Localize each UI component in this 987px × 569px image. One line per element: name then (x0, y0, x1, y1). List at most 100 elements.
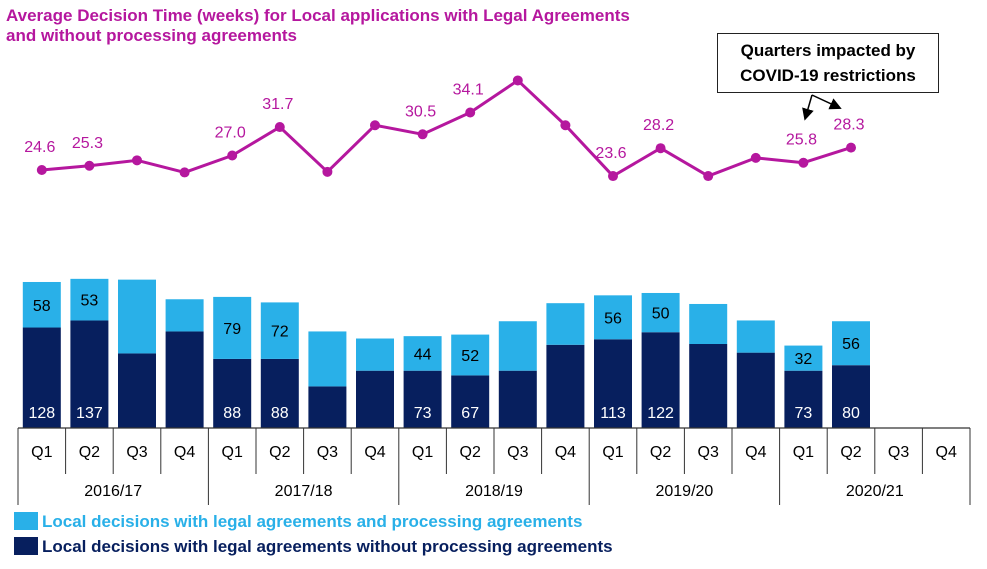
bar-dark (70, 320, 109, 428)
bar-dark (498, 370, 537, 428)
line-point (322, 166, 333, 177)
bar-dark-label: 122 (647, 405, 674, 422)
line-point-label: 34.1 (453, 82, 484, 99)
callout-arrow-q2 (811, 94, 842, 110)
quarter-label: Q3 (126, 444, 147, 461)
line-point (370, 120, 380, 131)
line-point-label: 23.6 (595, 145, 626, 162)
quarter-label: Q3 (507, 444, 528, 461)
bar-dark-label: 67 (461, 405, 479, 422)
line-point-label: 30.5 (405, 103, 436, 120)
bar-dark (308, 386, 347, 428)
bar-dark (260, 358, 299, 428)
bar-light (165, 299, 204, 332)
bar-light (689, 303, 728, 345)
callout-arrow-q1 (802, 94, 814, 121)
line-point (179, 167, 190, 178)
bar-dark-label: 73 (414, 405, 432, 422)
bar-light (22, 281, 61, 328)
line-point-label: 24.6 (24, 139, 55, 156)
line-point (274, 122, 285, 133)
line-point (227, 150, 238, 161)
line-point (132, 155, 142, 166)
callout-line-2: COVID-19 restrictions (740, 66, 916, 85)
quarter-label: Q1 (31, 444, 52, 461)
bar-light-label: 44 (414, 346, 432, 363)
line-point-label: 25.8 (786, 132, 817, 149)
legend-item-dark: Local decisions with legal agreements wi… (14, 537, 613, 557)
bar-dark (451, 375, 490, 428)
line-point-label: 28.3 (833, 117, 864, 134)
legend-swatch-dark (14, 537, 38, 555)
quarter-label: Q2 (79, 444, 100, 461)
year-label: 2017/18 (275, 483, 333, 500)
line-point (608, 171, 618, 182)
bar-light (641, 292, 680, 333)
bar-dark-label: 137 (76, 405, 103, 422)
bar-light (308, 331, 347, 387)
line-point (655, 143, 666, 154)
line-point (846, 142, 856, 153)
bar-light (260, 302, 299, 359)
callout-arrows (802, 94, 842, 121)
quarter-label: Q2 (650, 444, 671, 461)
bar-dark-label: 73 (795, 405, 813, 422)
bar-dark-label: 88 (271, 405, 289, 422)
bar-light-label: 58 (33, 298, 51, 315)
quarter-label: Q3 (888, 444, 909, 461)
bar-light (498, 321, 537, 371)
bar-light (451, 334, 490, 376)
line-point (798, 157, 809, 168)
quarter-label: Q4 (555, 444, 576, 461)
bar-light (70, 278, 109, 321)
bar-light-label: 53 (81, 293, 99, 310)
bar-light (784, 345, 823, 371)
bar-dark (213, 358, 252, 428)
quarter-label: Q1 (222, 444, 243, 461)
line-point (703, 171, 714, 182)
year-label: 2018/19 (465, 483, 523, 500)
legend-item-light: Local decisions with legal agreements an… (14, 512, 582, 532)
line-point (560, 120, 571, 131)
bar-light (356, 338, 394, 371)
bar-dark (784, 370, 823, 428)
chart-title: Average Decision Time (weeks) for Local … (6, 6, 726, 46)
chart-title-line-2: and without processing agreements (6, 26, 297, 45)
bar-dark (689, 344, 728, 428)
quarter-label: Q1 (412, 444, 433, 461)
line-point-label: 25.3 (72, 135, 103, 152)
bar-dark-label: 128 (28, 405, 55, 422)
bar-light-label: 56 (842, 336, 860, 353)
line-point-label: 31.7 (262, 96, 293, 113)
bar-dark (594, 339, 632, 428)
legend-label-light: Local decisions with legal agreements an… (42, 512, 583, 531)
bar-dark-label: 88 (223, 405, 241, 422)
bar-dark (165, 331, 204, 428)
line-layer: 24.6 25.3 27.0 31.7 30.5 34.1 23.6 28.2 25.8 28.3 (24, 75, 865, 182)
line-point (36, 165, 47, 175)
line-point-label: 28.2 (643, 117, 674, 134)
bar-dark (356, 370, 394, 428)
callout-line-1: Quarters impacted by (740, 41, 916, 60)
legend-swatch-light (14, 512, 38, 530)
bar-light (594, 295, 632, 340)
bar-dark (118, 353, 156, 428)
line-point-label: 27.0 (215, 124, 246, 141)
line-point (750, 152, 761, 163)
quarter-label: Q4 (364, 444, 385, 461)
bar-light-label: 52 (461, 348, 479, 365)
chart-title-line-1: Average Decision Time (weeks) for Local … (6, 6, 630, 25)
bar-light-label: 79 (223, 321, 241, 338)
bar-light-label: 56 (604, 310, 622, 327)
bar-dark-label: 113 (600, 405, 626, 422)
bar-light (546, 303, 585, 345)
legend-label-dark: Local decisions with legal agreements wi… (42, 537, 613, 556)
bar-dark (736, 352, 775, 428)
line-point (465, 107, 476, 118)
quarter-label: Q3 (698, 444, 719, 461)
quarter-label: Q2 (460, 444, 481, 461)
quarter-label: Q1 (602, 444, 623, 461)
bar-dark (641, 332, 680, 428)
bar-dark (22, 327, 61, 428)
